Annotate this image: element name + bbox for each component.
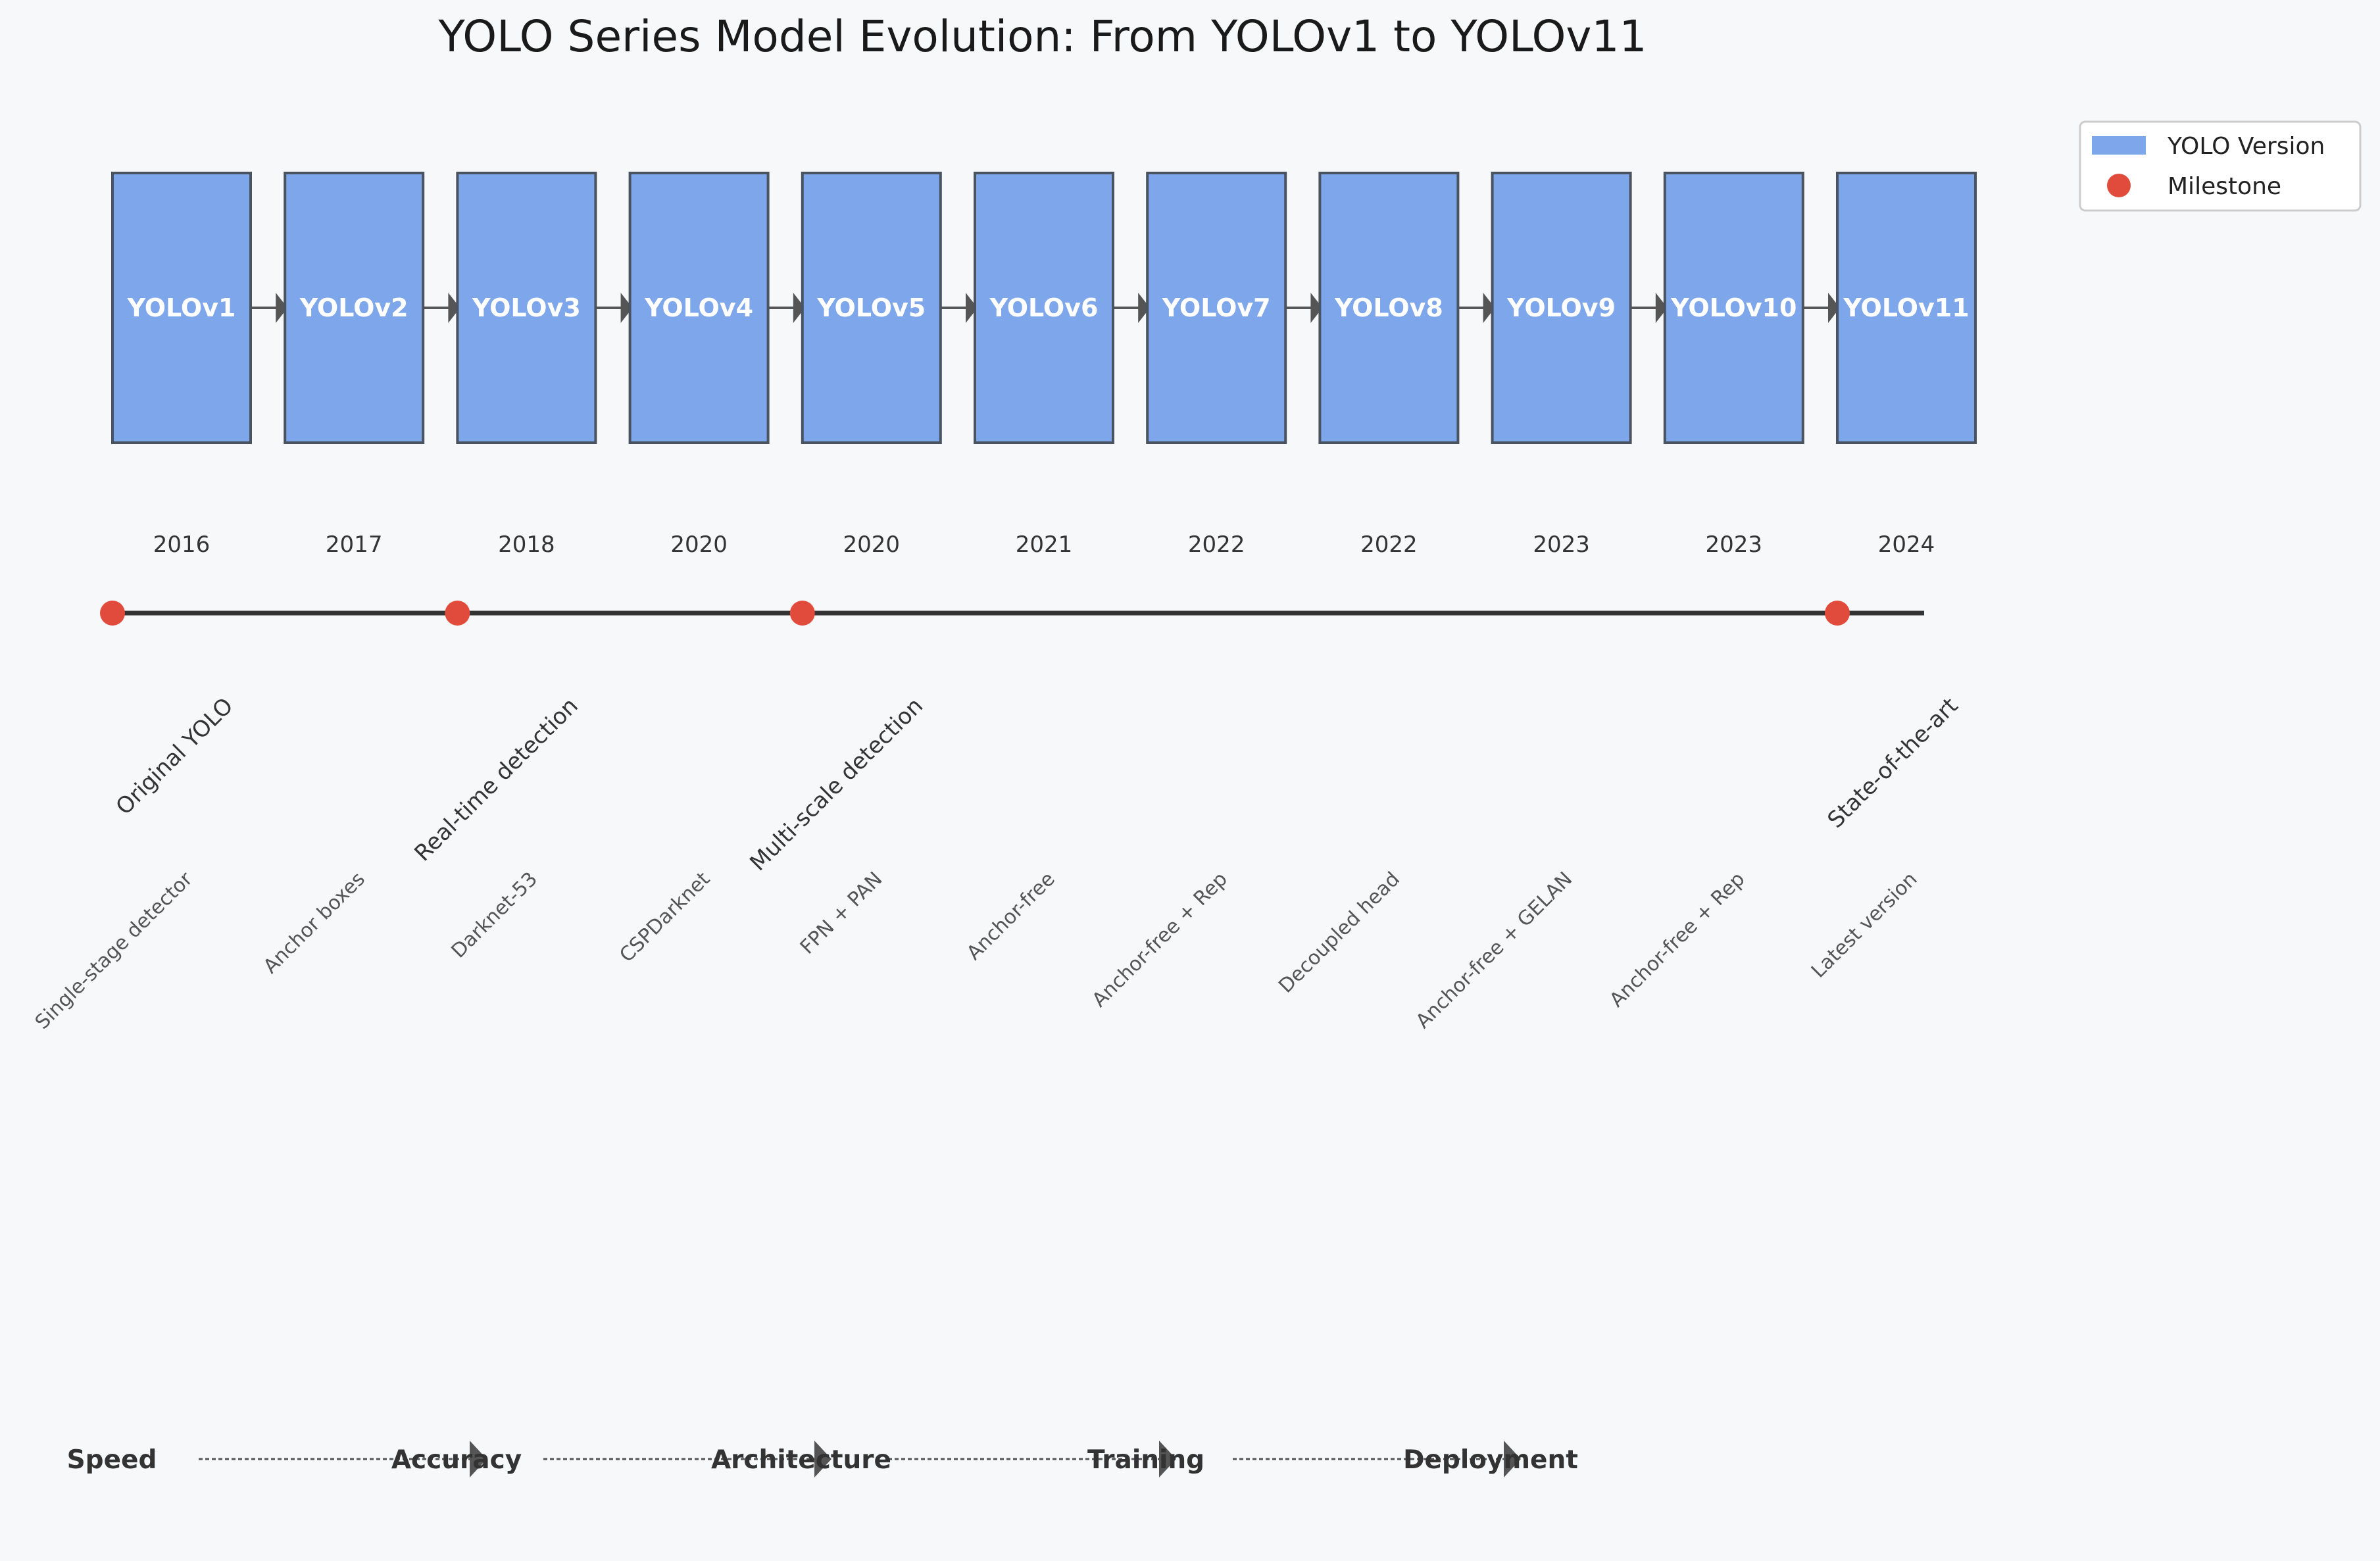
version-node-yolov9: YOLOv9 xyxy=(1491,172,1632,444)
version-node-yolov3: YOLOv3 xyxy=(456,172,597,444)
version-arrowhead xyxy=(1655,293,1668,323)
version-box xyxy=(1663,172,1804,444)
version-name: YOLOv4 xyxy=(644,293,753,322)
version-box xyxy=(284,172,425,444)
legend-frame xyxy=(2079,120,2362,212)
legend-label-version: YOLO Version xyxy=(2167,133,2325,160)
version-arrows xyxy=(251,293,1840,323)
milestone-marker xyxy=(789,601,815,626)
version-name: YOLOv6 xyxy=(989,293,1099,322)
flow-arrowhead xyxy=(470,1441,487,1477)
version-year: 2020 xyxy=(670,532,728,558)
milestone-marker xyxy=(445,601,470,626)
flow-arrowhead xyxy=(814,1441,831,1477)
diagram-title: YOLO Series Model Evolution: From YOLOv1… xyxy=(438,11,1647,62)
flow-step: Architecture xyxy=(711,1445,891,1475)
version-arrowhead xyxy=(793,293,805,323)
version-box xyxy=(1318,172,1460,444)
version-box xyxy=(974,172,1114,444)
version-arrowhead xyxy=(1310,293,1323,323)
legend-label-milestone: Milestone xyxy=(2168,173,2281,200)
version-arrowhead xyxy=(620,293,633,323)
version-name: YOLOv11 xyxy=(1843,293,1969,322)
version-arrowhead xyxy=(1138,293,1151,323)
version-node-yolov8: YOLOv8 xyxy=(1318,172,1460,444)
version-year: 2020 xyxy=(843,532,901,558)
version-box xyxy=(1836,172,1977,444)
version-name: YOLOv1 xyxy=(127,293,236,322)
flow-step: Accuracy xyxy=(391,1445,522,1475)
version-year: 2021 xyxy=(1016,532,1073,558)
version-box xyxy=(1146,172,1287,444)
version-box xyxy=(1491,172,1632,444)
version-arrowhead xyxy=(276,293,288,323)
version-name: YOLOv3 xyxy=(472,293,581,322)
timeline xyxy=(100,601,1924,626)
version-box xyxy=(456,172,597,444)
version-node-yolov1: YOLOv1 xyxy=(111,172,252,444)
flow-arrowhead xyxy=(1504,1441,1521,1477)
flow-step: Speed xyxy=(67,1445,157,1475)
version-name: YOLOv2 xyxy=(299,293,409,322)
version-years: 2016 2017 2018 2020 2020 2021 2022 2022 2023 2023… xyxy=(153,532,1935,558)
version-node-yolov6: YOLOv6 xyxy=(974,172,1114,444)
legend: YOLO Version Milestone xyxy=(2079,120,2362,212)
version-name: YOLOv7 xyxy=(1162,293,1271,322)
legend-swatch-version xyxy=(2092,136,2146,155)
version-box xyxy=(628,172,770,444)
version-arrowhead xyxy=(966,293,978,323)
version-year: 2018 xyxy=(498,532,555,558)
version-boxes: YOLOv1 YOLOv2 YOLOv3 YOLOv4 YOLOv5 YOLOv6 YOLO… xyxy=(111,172,1977,444)
version-node-yolov5: YOLOv5 xyxy=(801,172,942,444)
version-name: YOLOv8 xyxy=(1334,293,1443,322)
milestone-marker xyxy=(1825,601,1850,626)
version-arrowhead xyxy=(448,293,460,323)
legend-marker-milestone xyxy=(2107,174,2131,197)
flow-row: Speed Accuracy Architecture Training Deploym… xyxy=(67,1441,1578,1477)
version-name: YOLOv9 xyxy=(1506,293,1616,322)
version-name: YOLOv5 xyxy=(816,293,926,322)
version-year: 2017 xyxy=(326,532,383,558)
version-year: 2022 xyxy=(1188,532,1245,558)
version-box xyxy=(801,172,942,444)
version-arrowhead xyxy=(1828,293,1840,323)
version-year: 2023 xyxy=(1706,532,1763,558)
version-year: 2016 xyxy=(153,532,211,558)
version-year: 2023 xyxy=(1533,532,1590,558)
flow-arrowhead xyxy=(1159,1441,1176,1477)
version-year: 2024 xyxy=(1878,532,1935,558)
flow-step: Training xyxy=(1087,1445,1204,1475)
version-year: 2022 xyxy=(1360,532,1418,558)
version-node-yolov7: YOLOv7 xyxy=(1146,172,1287,444)
version-box xyxy=(111,172,252,444)
version-arrowhead xyxy=(1483,293,1495,323)
version-node-yolov11: YOLOv11 xyxy=(1836,172,1977,444)
version-node-yolov2: YOLOv2 xyxy=(284,172,425,444)
version-name: YOLOv10 xyxy=(1670,293,1797,322)
milestone-marker xyxy=(100,601,125,626)
version-node-yolov10: YOLOv10 xyxy=(1663,172,1804,444)
flow-step: Deployment xyxy=(1403,1445,1578,1475)
version-node-yolov4: YOLOv4 xyxy=(628,172,770,444)
